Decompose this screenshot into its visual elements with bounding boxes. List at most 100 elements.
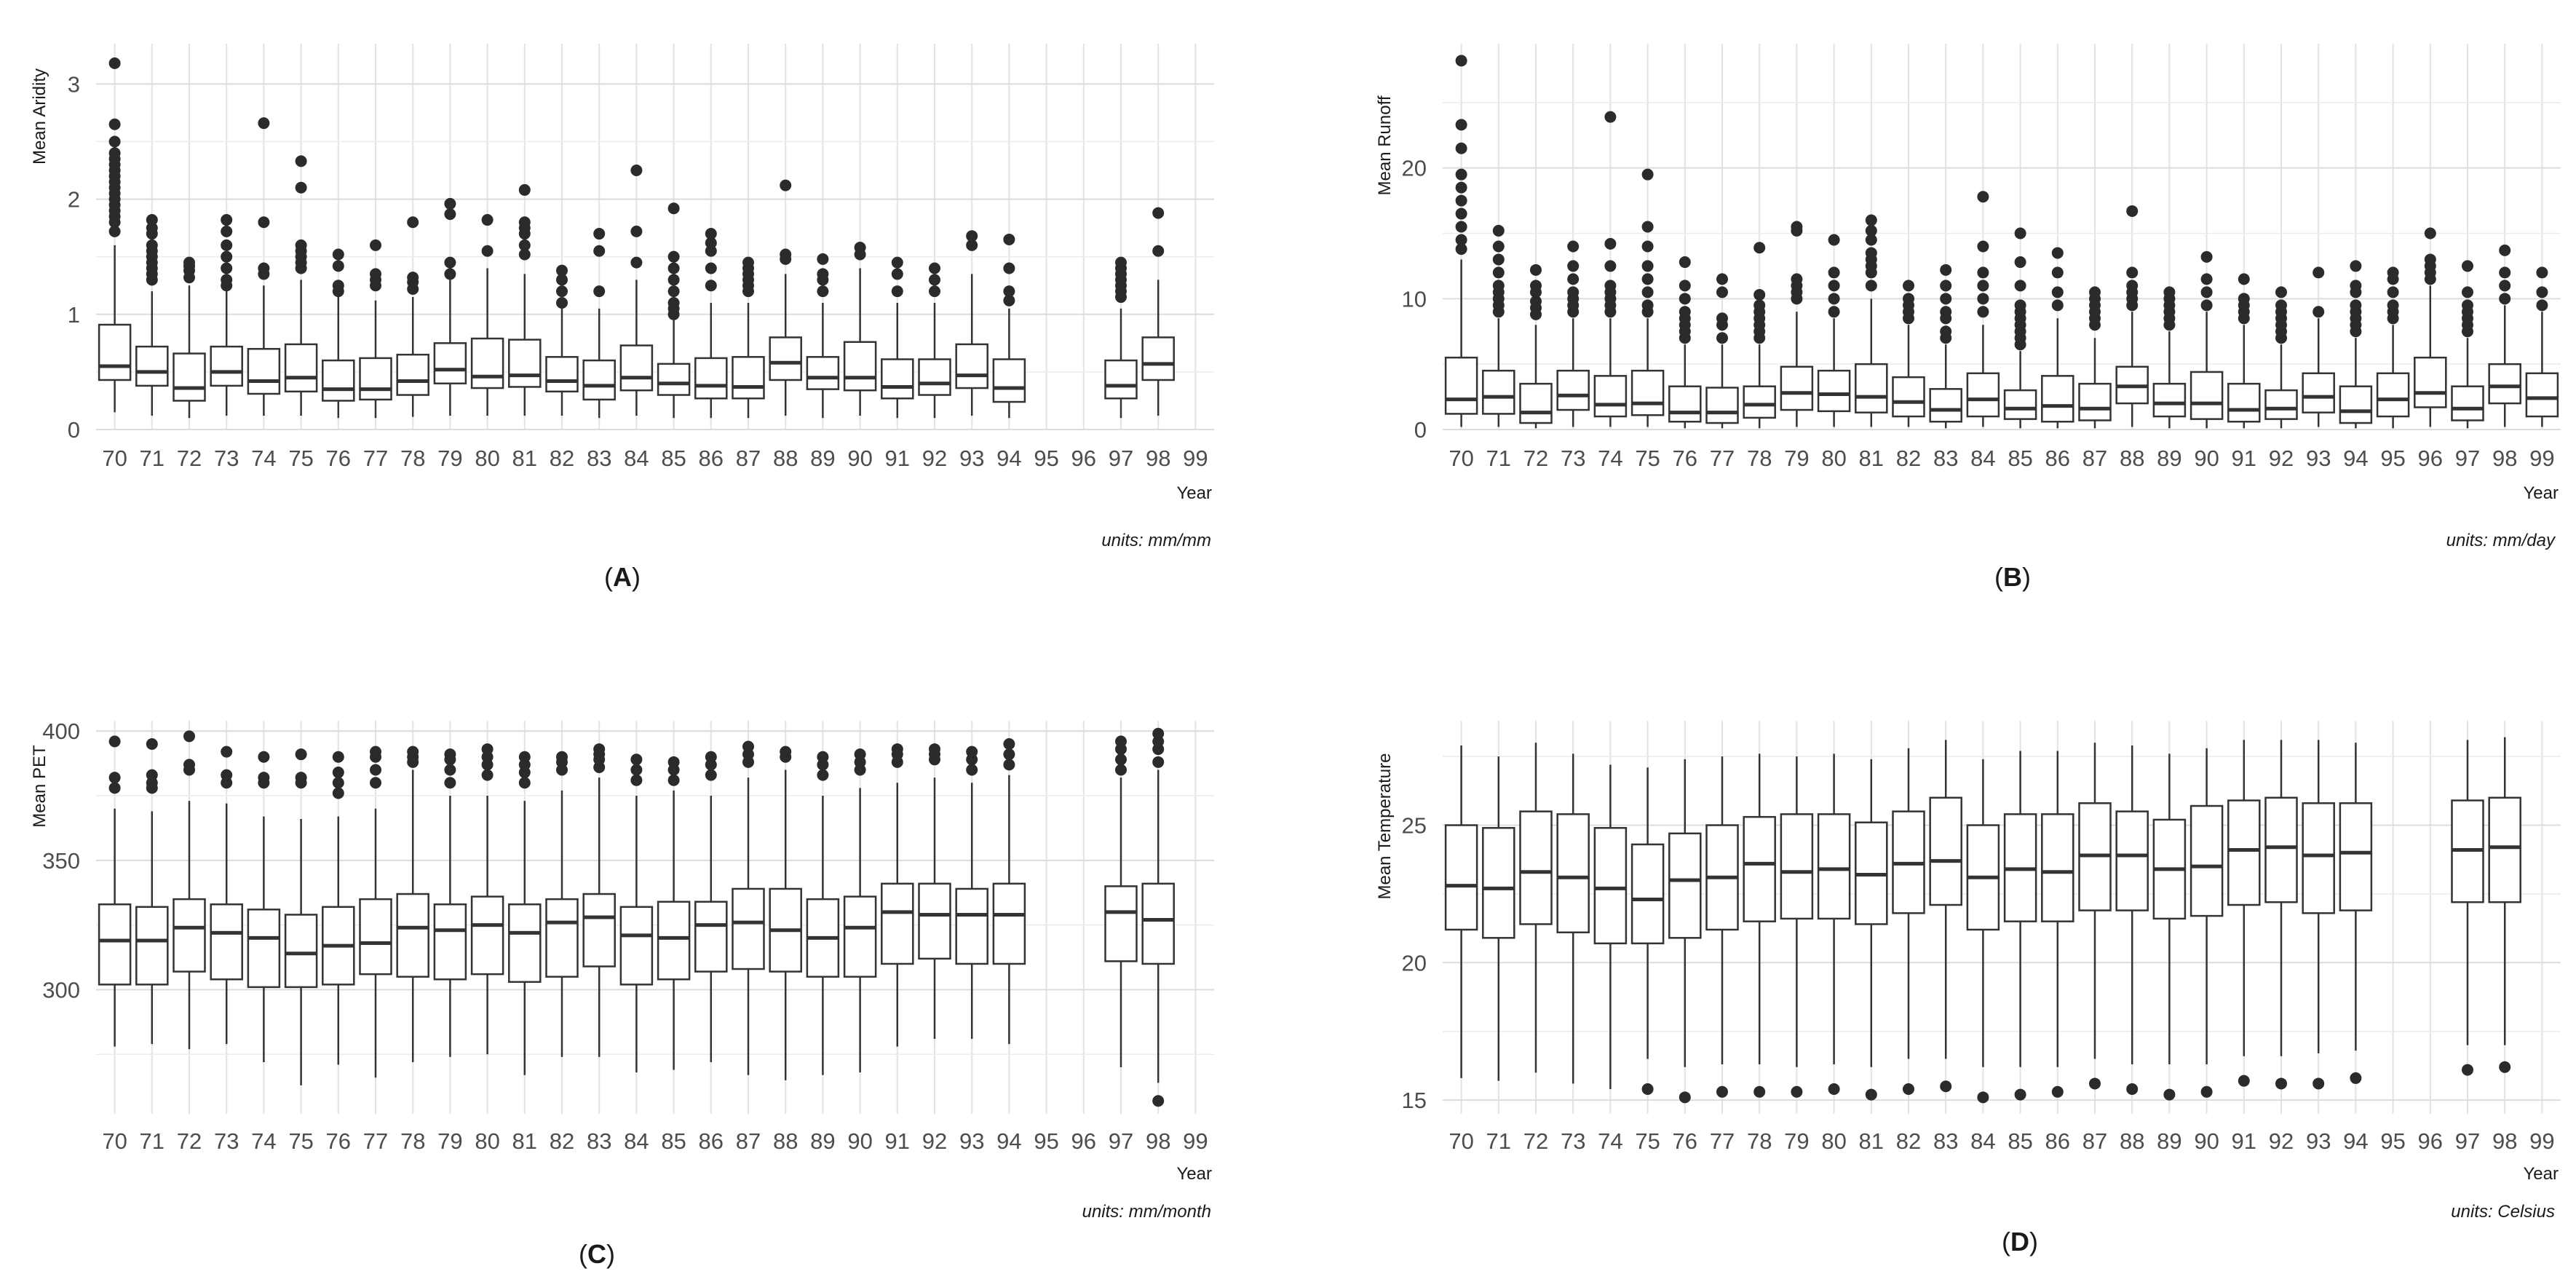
x-tick-label: 83 — [1933, 1128, 1958, 1154]
outlier-point — [667, 756, 680, 768]
outlier-point — [1641, 1083, 1654, 1096]
x-tick-label: 95 — [1034, 1128, 1058, 1154]
x-tick-label: 89 — [810, 1128, 835, 1154]
outlier-point — [221, 262, 233, 274]
box-82 — [1892, 748, 1925, 1096]
box-rect — [1668, 385, 1702, 423]
box-rect — [582, 893, 616, 968]
x-tick-label: 77 — [363, 446, 388, 471]
outlier-point — [1679, 1091, 1691, 1104]
box-70 — [1444, 745, 1478, 1078]
x-tick-label: 89 — [2157, 446, 2181, 471]
x-tick-label: 77 — [1710, 446, 1735, 471]
box-73 — [1556, 240, 1590, 427]
outlier-point — [1716, 286, 1728, 298]
outlier-point — [444, 764, 456, 776]
x-tick-label: 86 — [699, 1128, 724, 1154]
outlier-point — [481, 769, 494, 781]
outlier-point — [221, 250, 233, 263]
outlier-point — [705, 262, 717, 274]
box-rect — [135, 906, 169, 986]
box-rect — [1482, 827, 1515, 939]
x-tick-label: 91 — [2232, 446, 2256, 471]
x-tick-label: 80 — [1821, 446, 1846, 471]
outlier-point — [108, 118, 121, 130]
box-84 — [1966, 191, 2000, 427]
x-tick-label: 75 — [288, 446, 313, 471]
outlier-point — [108, 772, 121, 784]
x-tick-label: 84 — [624, 446, 649, 471]
x-tick-label: 75 — [1635, 1128, 1660, 1154]
box-80 — [470, 743, 504, 1055]
outlier-point — [2051, 247, 2064, 259]
box-rect — [992, 882, 1026, 965]
outlier-point — [1940, 325, 1952, 338]
panel-B: 0 10 20 70 71 72 73 74 75 76 77 78 79 80 81 82 83 84 85 86 8… — [1375, 44, 2561, 592]
outlier-point — [183, 759, 195, 771]
box-98 — [2488, 244, 2521, 427]
box-rect — [1519, 810, 1553, 925]
box-rect — [2115, 810, 2149, 911]
x-tick-label: 93 — [959, 446, 984, 471]
box-rect — [619, 344, 654, 392]
outlier-point — [1791, 1085, 1803, 1098]
outlier-point — [1115, 764, 1127, 776]
box-86 — [694, 228, 728, 419]
x-tick-label: 84 — [624, 1128, 649, 1154]
x-tick-label: 77 — [363, 1128, 388, 1154]
outlier-point — [2200, 273, 2213, 285]
box-rect — [881, 358, 914, 400]
x-tick-label: 98 — [1146, 1128, 1170, 1154]
panel-label-B: (B) — [1994, 562, 2031, 592]
units-caption: units: Celsius — [2451, 1202, 2555, 1222]
box-rect — [1556, 369, 1590, 411]
outlier-point — [780, 179, 792, 191]
outlier-point — [2275, 286, 2287, 298]
outlier-point — [1641, 240, 1654, 253]
outlier-point — [2499, 280, 2511, 292]
outlier-point — [108, 225, 121, 237]
outlier-point — [2350, 299, 2362, 312]
box-81 — [1855, 759, 1888, 1101]
box-rect — [843, 895, 877, 978]
outlier-point — [2200, 250, 2213, 263]
outlier-point — [705, 245, 717, 257]
box-98 — [2488, 737, 2521, 1073]
outlier-point — [444, 208, 456, 221]
box-rect — [2339, 802, 2373, 911]
outlier-point — [146, 239, 158, 251]
box-rect — [433, 903, 467, 981]
box-rect — [2376, 372, 2410, 418]
outlier-point — [1977, 266, 1989, 279]
box-75 — [1630, 767, 1665, 1096]
box-rect — [322, 359, 355, 402]
x-tick-label: 97 — [1109, 1128, 1133, 1154]
outlier-point — [2126, 205, 2139, 217]
outlier-point — [2014, 1088, 2026, 1101]
outlier-point — [1003, 233, 1015, 245]
outlier-point — [332, 260, 344, 272]
outlier-point — [295, 155, 307, 167]
box-rect — [1630, 843, 1665, 945]
outlier-point — [1977, 1091, 1989, 1104]
box-rect — [1630, 369, 1665, 416]
x-tick-label: 78 — [400, 446, 425, 471]
box-82 — [545, 264, 579, 416]
outlier-point — [1455, 234, 1467, 246]
x-tick-label: 74 — [251, 1128, 276, 1154]
x-tick-label: 79 — [1784, 446, 1809, 471]
outlier-point — [1455, 55, 1467, 67]
outlier-point — [780, 745, 792, 758]
outlier-point — [966, 745, 978, 758]
box-93 — [955, 745, 988, 1039]
box-83 — [1929, 740, 1962, 1093]
outlier-point — [444, 777, 456, 789]
box-rect — [2189, 804, 2224, 917]
outlier-point — [1003, 285, 1015, 298]
outlier-point — [2313, 266, 2325, 279]
box-79 — [433, 197, 467, 416]
box-87 — [2078, 286, 2112, 429]
panel-label-open: ( — [2002, 1227, 2010, 1257]
outlier-point — [780, 248, 792, 261]
panel-label-D: (D) — [2002, 1227, 2038, 1257]
